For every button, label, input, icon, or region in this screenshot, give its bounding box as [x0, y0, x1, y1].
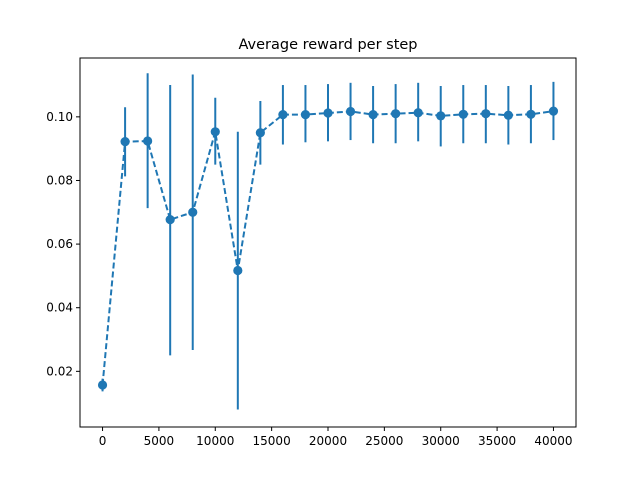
x-tick-label: 15000: [253, 434, 291, 448]
data-point: [255, 128, 265, 138]
data-point: [120, 137, 130, 147]
y-tick-label: 0.04: [46, 301, 73, 315]
x-tick-label: 0: [99, 434, 107, 448]
x-tick-label: 25000: [365, 434, 403, 448]
data-point: [391, 109, 401, 119]
x-tick-label: 10000: [196, 434, 234, 448]
x-tick-label: 35000: [478, 434, 516, 448]
data-point: [548, 106, 559, 116]
data-point: [458, 109, 468, 119]
data-point: [503, 110, 513, 120]
y-tick-label: 0.02: [46, 364, 73, 378]
x-tick-label: 30000: [422, 434, 460, 448]
data-point: [188, 207, 198, 217]
x-tick-label: 20000: [309, 434, 347, 448]
data-point: [210, 127, 220, 137]
chart-title: Average reward per step: [238, 37, 417, 53]
y-tick-label: 0.10: [46, 110, 73, 124]
data-point: [413, 108, 423, 118]
plot-area: [97, 73, 559, 410]
data-point: [436, 111, 446, 121]
data-point: [526, 109, 536, 119]
data-point: [345, 106, 356, 117]
x-tick-label: 40000: [534, 434, 572, 448]
data-point: [143, 136, 153, 146]
data-point: [368, 110, 378, 120]
data-point: [481, 109, 491, 119]
data-point: [300, 110, 311, 120]
y-tick-label: 0.06: [46, 237, 73, 251]
axes: 0 5000 10000 15000 20000 25000 30000 35000 40000…: [46, 57, 577, 448]
x-tick-label: 5000: [144, 434, 175, 448]
data-point: [97, 380, 108, 390]
y-tick-label: 0.08: [46, 173, 73, 187]
data-point: [165, 214, 175, 225]
data-point: [278, 110, 288, 120]
data-point: [323, 108, 333, 118]
data-point: [233, 265, 243, 276]
